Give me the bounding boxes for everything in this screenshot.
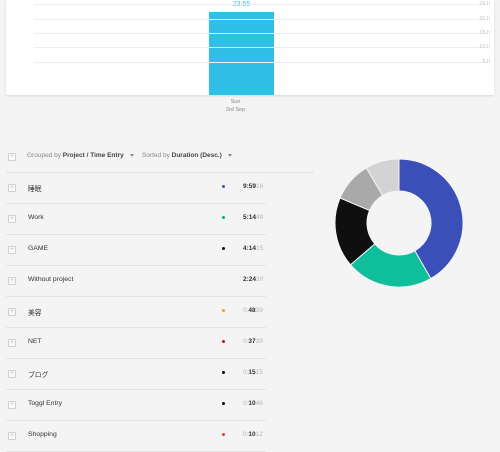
donut-slice[interactable] [398,158,464,280]
project-color-dot [222,216,225,219]
project-name: 睡眠 [28,186,42,193]
y-tick-label: 25 h [479,1,490,8]
sorted-by-prefix: Sorted by [142,152,170,159]
list-item[interactable]: + Shopping 0:1012 [6,421,266,452]
duration: 0:1515 [243,369,263,376]
duration: 2:2430 [243,276,263,283]
list-item[interactable]: + Work 5:1449 [6,204,266,235]
duration-main: 5:14 [243,214,257,221]
grid-line [34,47,488,49]
donut-slice[interactable] [365,158,400,197]
duration-main: 9:59 [243,183,257,190]
duration-prefix: 0: [243,400,249,407]
project-name: Toggl Entry [28,400,63,407]
expand-row-icon[interactable]: + [8,401,16,409]
grid-line [34,4,488,6]
duration-seconds: 39 [255,338,263,345]
group-sort-header: + Grouped by Project / Time Entry Sorted… [0,146,320,164]
list-item[interactable]: + Toggl Entry 0:1046 [6,390,266,421]
duration-prefix: 0: [243,338,249,345]
grouped-by-value: Project / Time Entry [62,152,124,159]
duration-seconds: 39 [255,307,263,314]
duration-prefix: 0: [243,307,249,314]
chevron-down-icon [129,153,134,157]
expand-row-icon[interactable]: + [8,277,16,285]
project-name: NET [28,338,42,345]
duration: 9:5916 [243,183,263,190]
project-name: Shopping [28,431,57,438]
y-tick-label: 15 h [479,29,490,36]
duration-seconds: 15 [256,245,264,252]
duration-main: 10 [248,431,256,438]
list-item[interactable]: + 美容 0:4839 [6,297,266,328]
duration-seconds: 30 [256,276,264,283]
grouped-by-dropdown[interactable]: Grouped by Project / Time Entry [27,152,134,159]
project-name: GAME [28,245,49,252]
list-item[interactable]: + NET 0:3739 [6,328,266,359]
y-tick-label: 5 h [482,58,490,65]
duration: 5:1449 [243,214,263,221]
project-donut-chart [334,158,464,288]
duration-seconds: 15 [255,369,263,376]
project-name: ブログ [28,372,49,379]
project-color-dot [222,247,225,250]
project-color-dot [222,433,225,436]
expand-all-icon[interactable]: + [8,153,16,161]
y-tick-label: 10 h [479,44,490,51]
y-tick-label: 20 h [479,15,490,22]
project-color-dot [222,185,225,188]
grid-line [34,18,488,20]
duration-seconds: 46 [255,400,263,407]
expand-row-icon[interactable]: + [8,339,16,347]
project-color-dot [222,402,225,405]
duration-seconds: 12 [255,431,263,438]
list-item[interactable]: + 睡眠 9:5916 [6,173,266,204]
duration-main: 15 [248,369,256,376]
duration: 0:3739 [243,338,263,345]
grouped-by-prefix: Grouped by [27,152,61,159]
duration-main: 2:24 [243,276,257,283]
project-name: Work [28,214,44,221]
project-list: + 睡眠 9:5916 + Work 5:1449 + GAME 4:1415 + Without … [0,173,320,452]
expand-row-icon[interactable]: + [8,370,16,378]
project-color-dot [222,309,225,312]
sorted-by-value: Duration (Desc.) [171,152,222,159]
expand-row-icon[interactable]: + [8,246,16,254]
grid-line [34,32,488,34]
project-name: Without project [28,276,74,283]
list-item[interactable]: + Without project 2:2430 [6,266,266,297]
project-color-dot [222,340,225,343]
chart-bar-sunday[interactable] [209,12,274,95]
expand-row-icon[interactable]: + [8,308,16,316]
project-color-dot [222,371,225,374]
x-axis-day: Sun [230,99,241,105]
duration-main: 10 [248,400,256,407]
grid-line [34,61,488,63]
expand-row-icon[interactable]: + [8,184,16,192]
expand-row-icon[interactable]: + [8,432,16,440]
list-item[interactable]: + ブログ 0:1515 [6,359,266,390]
x-axis-label: Sun 3rd Sep [190,98,281,114]
duration-main: 48 [248,307,256,314]
duration-seconds: 49 [256,214,264,221]
duration-main: 4:14 [243,245,257,252]
project-name: 美容 [28,310,42,317]
duration-main: 37 [248,338,256,345]
list-item[interactable]: + GAME 4:1415 [6,235,266,266]
duration: 0:1046 [243,400,263,407]
duration: 0:4839 [243,307,263,314]
sorted-by-dropdown[interactable]: Sorted by Duration (Desc.) [142,152,232,159]
duration: 0:1012 [243,431,263,438]
expand-row-icon[interactable]: + [8,215,16,223]
duration-prefix: 0: [243,369,249,376]
header-divider [6,172,314,173]
chevron-down-icon [227,153,232,157]
duration-seconds: 16 [256,183,264,190]
duration: 4:1415 [243,245,263,252]
x-axis-date: 3rd Sep [225,107,246,113]
